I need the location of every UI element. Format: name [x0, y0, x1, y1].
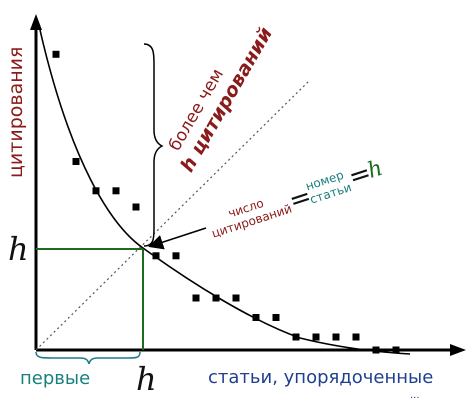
data-point — [212, 294, 220, 302]
data-point — [172, 252, 180, 260]
data-point — [332, 333, 340, 341]
pointer-arrow — [148, 227, 207, 250]
curly-brace-bottom — [35, 351, 141, 365]
y-axis-arrow — [30, 14, 42, 30]
data-point — [92, 187, 100, 195]
data-point — [272, 314, 280, 321]
x-axis-label-trail: ... — [410, 390, 420, 401]
h-label-bottom: h — [136, 360, 157, 398]
data-point — [392, 346, 400, 354]
x-axis-label: статьи, упорядоченные — [208, 367, 433, 388]
curly-brace-right — [143, 43, 164, 247]
data-point — [372, 346, 380, 354]
data-point — [132, 203, 140, 211]
data-point — [252, 314, 260, 321]
data-point — [112, 187, 120, 195]
x-axis-arrow — [450, 344, 466, 356]
data-point — [292, 333, 300, 341]
equation-label: число цитирований = номер статьи = h — [210, 156, 386, 241]
data-point — [72, 158, 80, 165]
h-box — [36, 248, 144, 350]
data-point — [352, 333, 360, 341]
more-than-label: более чем h цитирований — [165, 24, 277, 176]
data-point — [152, 252, 160, 260]
data-points — [52, 50, 400, 354]
h-label-left: h — [8, 230, 29, 268]
diagonal-line — [35, 79, 311, 351]
y-axis-label: цитирования — [5, 47, 27, 178]
data-point — [232, 294, 240, 302]
data-point — [192, 294, 200, 302]
citation-curve — [39, 29, 411, 355]
data-point — [312, 333, 320, 341]
data-point — [52, 50, 60, 58]
first-label: первые — [20, 368, 90, 389]
axes — [30, 14, 466, 356]
